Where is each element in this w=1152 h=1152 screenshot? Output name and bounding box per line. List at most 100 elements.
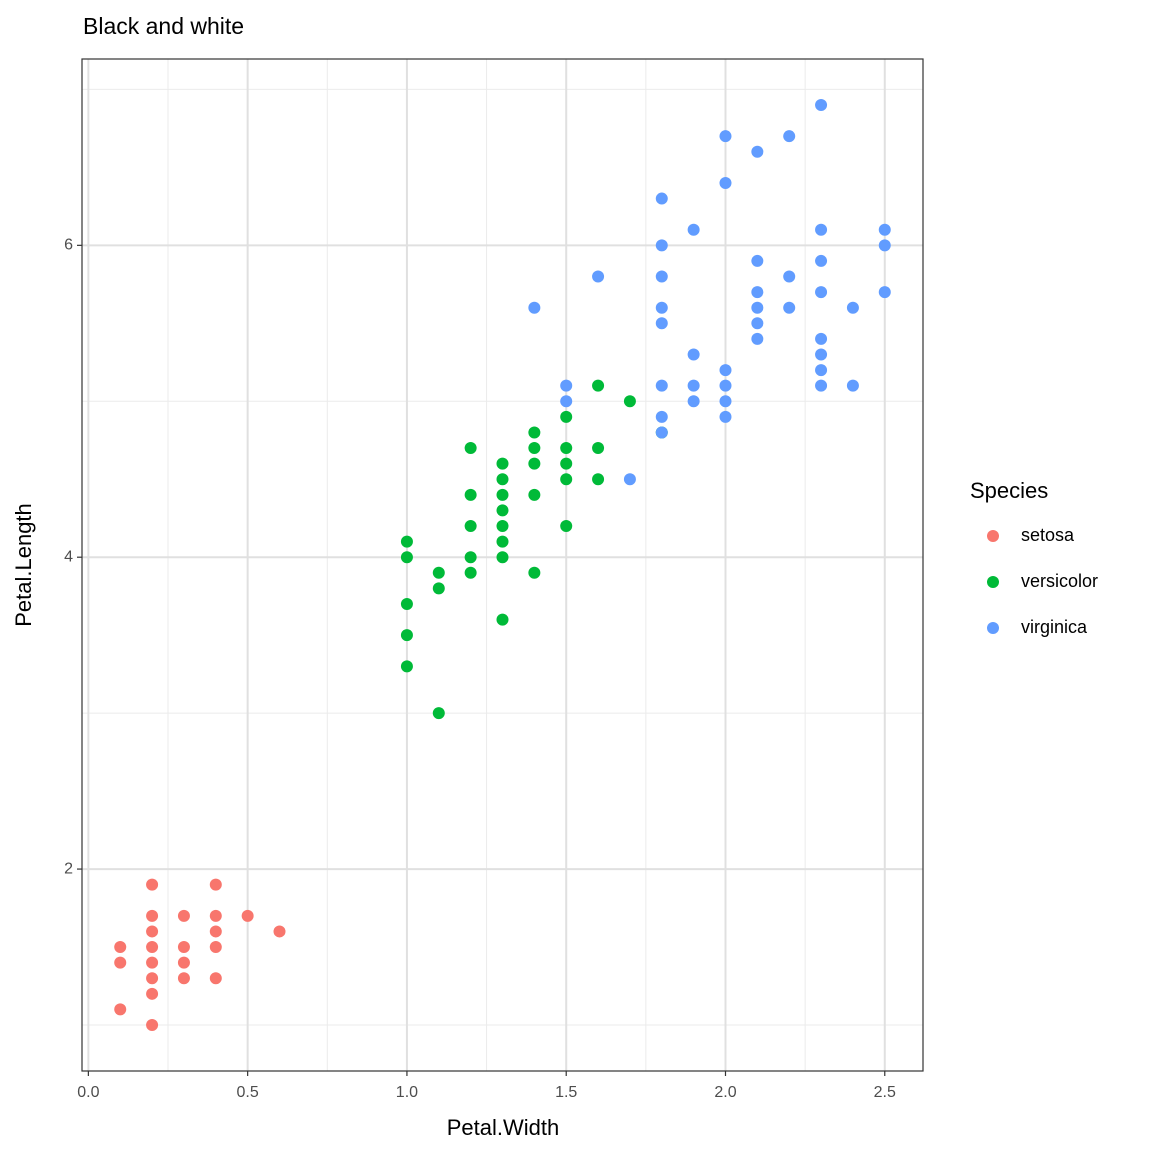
point [751,286,764,299]
point [560,410,573,423]
y-tick-label: 4 [64,548,73,565]
point [655,270,668,283]
point [719,410,732,423]
point [655,426,668,439]
point [464,520,477,533]
x-tick-label: 2.5 [874,1084,896,1101]
point [209,909,222,922]
chart-title: Black and white [83,13,244,39]
point [464,442,477,455]
point [528,442,541,455]
point [114,956,127,969]
point [400,551,413,564]
point [146,925,159,938]
point [846,301,859,314]
point [114,941,127,954]
point [496,613,509,626]
legend-label: virginica [1021,617,1088,637]
x-axis-label: Petal.Width [447,1115,560,1140]
point [751,317,764,330]
point [177,941,190,954]
point [146,909,159,922]
point [146,878,159,891]
point [751,301,764,314]
point [146,987,159,1000]
point [878,286,891,299]
point [592,270,605,283]
point [177,909,190,922]
point [719,395,732,408]
point [687,348,700,361]
point [464,488,477,501]
y-axis-label: Petal.Length [11,503,36,627]
point [432,566,445,579]
point [400,660,413,673]
point [623,473,636,486]
point [560,379,573,392]
point [209,925,222,938]
point [815,364,828,377]
point [878,239,891,252]
point [560,457,573,470]
point [146,941,159,954]
point [560,395,573,408]
point [655,410,668,423]
point [464,551,477,564]
point [655,301,668,314]
point [815,254,828,267]
point [719,176,732,189]
point [719,364,732,377]
x-tick-label: 2.0 [714,1084,736,1101]
point [878,223,891,236]
point [273,925,286,938]
legend-title: Species [970,478,1048,503]
point [496,535,509,548]
point [560,442,573,455]
point [146,972,159,985]
point [400,535,413,548]
point [114,1003,127,1016]
point [815,379,828,392]
point [496,520,509,533]
point [655,239,668,252]
point [496,473,509,486]
x-tick-label: 0.5 [237,1084,259,1101]
legend-marker [987,576,999,588]
point [719,130,732,143]
point [528,301,541,314]
point [623,395,636,408]
point [464,566,477,579]
point [496,457,509,470]
legend-marker [987,530,999,542]
point [687,223,700,236]
point [687,379,700,392]
point [592,473,605,486]
point [528,488,541,501]
point [687,395,700,408]
point [432,707,445,720]
point [496,488,509,501]
point [655,192,668,205]
y-tick-label: 2 [64,860,73,877]
point [846,379,859,392]
point [496,504,509,517]
point [432,582,445,595]
point [592,442,605,455]
x-tick-label: 0.0 [77,1084,99,1101]
point [177,956,190,969]
point [241,909,254,922]
legend-marker [987,622,999,634]
point [209,941,222,954]
legend-label: versicolor [1021,571,1098,591]
point [751,254,764,267]
x-tick-label: 1.0 [396,1084,418,1101]
y-tick-label: 6 [64,237,73,254]
panel-border [81,58,924,1072]
point [751,332,764,345]
point [783,270,796,283]
point [751,145,764,158]
legend-label: setosa [1021,525,1075,545]
point [815,99,828,111]
